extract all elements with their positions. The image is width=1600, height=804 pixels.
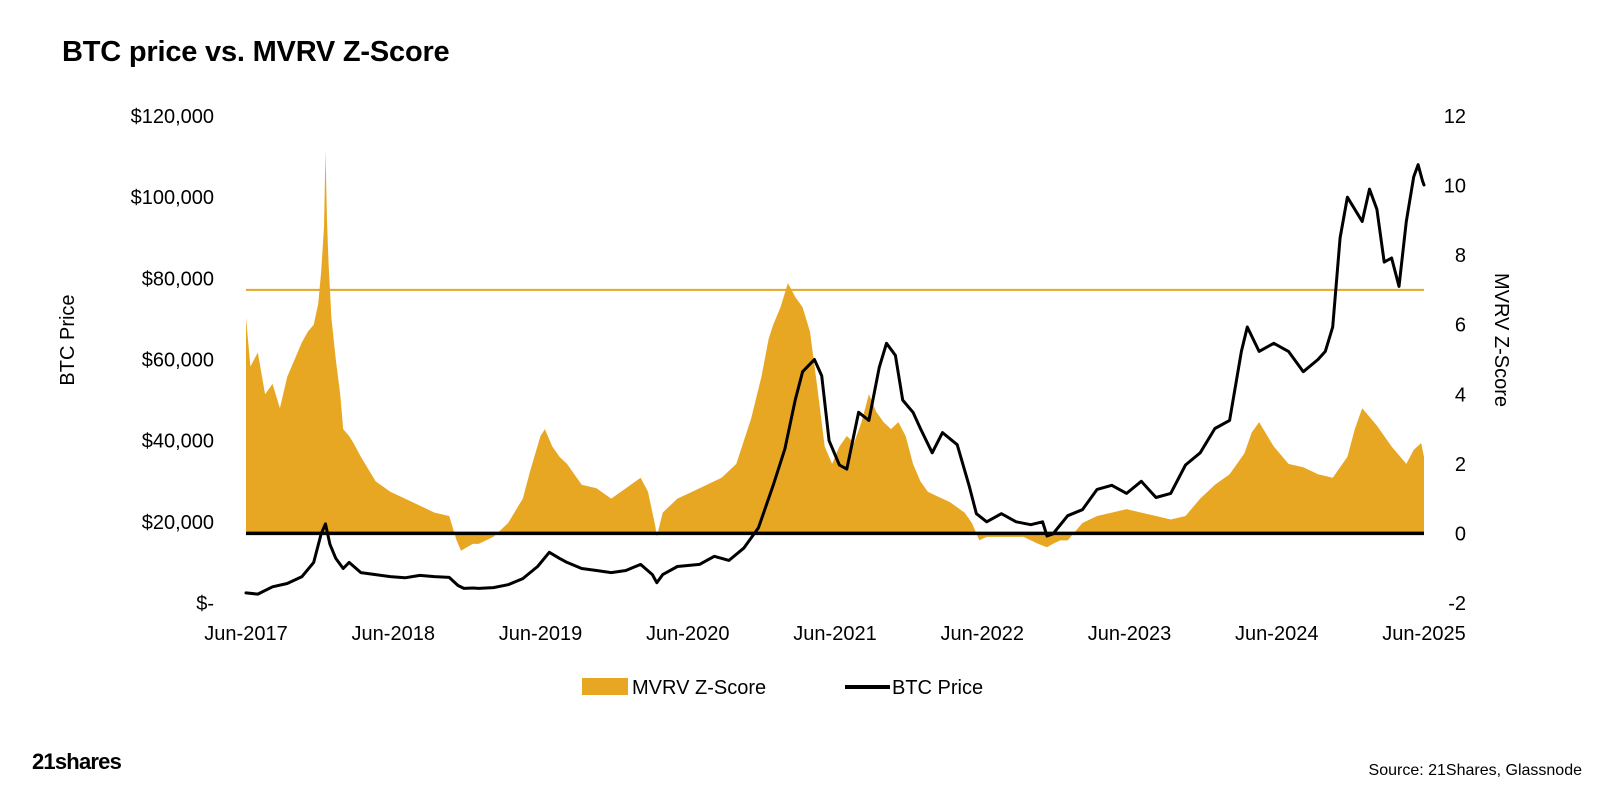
right-axis-tick-label: 8 xyxy=(1455,245,1466,267)
left-axis-tick-label: $60,000 xyxy=(142,350,214,372)
x-axis-tick-label: Jun-2018 xyxy=(352,623,435,645)
axis-layer: $- $20,000 $40,000 $60,000 $80,000 $100,000 $1… xyxy=(57,106,1512,645)
right-axis-tick-label: 0 xyxy=(1455,523,1466,545)
x-axis-tick-label: Jun-2024 xyxy=(1235,623,1318,645)
legend-label-mvrv: MVRV Z-Score xyxy=(632,677,766,699)
mvrv-z-score-area xyxy=(246,150,1424,551)
source-note: Source: 21Shares, Glassnode xyxy=(1368,762,1582,779)
legend-swatch-mvrv xyxy=(582,678,628,695)
btc-price-line xyxy=(244,163,1426,596)
right-axis-tick-label: -2 xyxy=(1448,593,1466,615)
chart-title: BTC price vs. MVRV Z-Score xyxy=(62,36,450,68)
x-axis-tick-label: Jun-2020 xyxy=(646,623,729,645)
x-axis-tick-label: Jun-2022 xyxy=(941,623,1024,645)
x-axis-tick-label: Jun-2021 xyxy=(793,623,876,645)
left-axis-tick-label: $120,000 xyxy=(131,106,214,128)
x-axis-tick-label: Jun-2023 xyxy=(1088,623,1171,645)
mvrv-area-layer xyxy=(246,150,1424,551)
legend: MVRV Z-Score BTC Price xyxy=(582,677,983,699)
brand-logo: 21shares xyxy=(32,749,122,774)
right-axis-tick-label: 10 xyxy=(1444,176,1466,198)
legend-label-price: BTC Price xyxy=(892,677,983,699)
left-axis-tick-label: $- xyxy=(196,593,214,615)
x-axis-tick-label: Jun-2019 xyxy=(499,623,582,645)
right-axis-title: MVRV Z-Score xyxy=(1490,273,1512,407)
left-axis-tick-label: $40,000 xyxy=(142,431,214,453)
right-axis-tick-label: 4 xyxy=(1455,384,1466,406)
x-axis-tick-label: Jun-2017 xyxy=(204,623,287,645)
right-axis-tick-label: 2 xyxy=(1455,454,1466,476)
right-axis-tick-label: 6 xyxy=(1455,315,1466,337)
x-axis-tick-label: Jun-2025 xyxy=(1382,623,1465,645)
right-axis-tick-label: 12 xyxy=(1444,106,1466,128)
left-axis-tick-label: $100,000 xyxy=(131,187,214,209)
price-line-layer xyxy=(244,163,1426,596)
left-axis-title: BTC Price xyxy=(57,294,79,385)
left-axis-tick-label: $80,000 xyxy=(142,268,214,290)
left-axis-tick-label: $20,000 xyxy=(142,512,214,534)
